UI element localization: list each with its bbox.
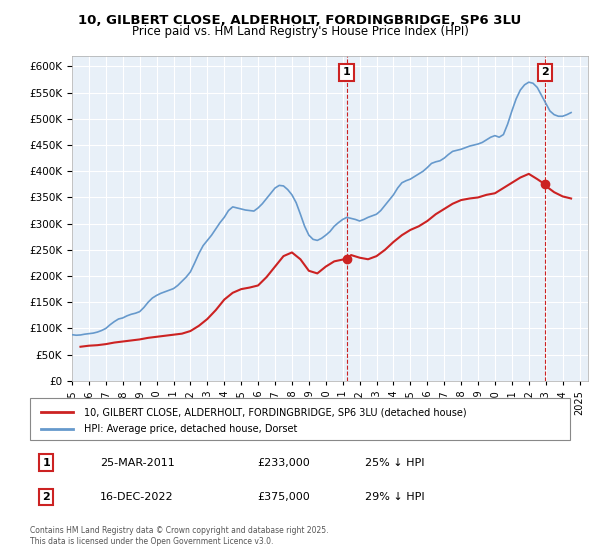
Text: Price paid vs. HM Land Registry's House Price Index (HPI): Price paid vs. HM Land Registry's House …	[131, 25, 469, 38]
Text: HPI: Average price, detached house, Dorset: HPI: Average price, detached house, Dors…	[84, 424, 298, 434]
Text: 2: 2	[43, 492, 50, 502]
Text: £375,000: £375,000	[257, 492, 310, 502]
Text: £233,000: £233,000	[257, 458, 310, 468]
Text: 10, GILBERT CLOSE, ALDERHOLT, FORDINGBRIDGE, SP6 3LU (detached house): 10, GILBERT CLOSE, ALDERHOLT, FORDINGBRI…	[84, 407, 467, 417]
Text: 25-MAR-2011: 25-MAR-2011	[100, 458, 175, 468]
Text: 10, GILBERT CLOSE, ALDERHOLT, FORDINGBRIDGE, SP6 3LU: 10, GILBERT CLOSE, ALDERHOLT, FORDINGBRI…	[79, 14, 521, 27]
Text: Contains HM Land Registry data © Crown copyright and database right 2025.
This d: Contains HM Land Registry data © Crown c…	[30, 526, 329, 546]
Text: 16-DEC-2022: 16-DEC-2022	[100, 492, 174, 502]
FancyBboxPatch shape	[30, 398, 570, 440]
Text: 25% ↓ HPI: 25% ↓ HPI	[365, 458, 424, 468]
Text: 2: 2	[541, 67, 549, 77]
Text: 1: 1	[43, 458, 50, 468]
Text: 29% ↓ HPI: 29% ↓ HPI	[365, 492, 424, 502]
Text: 1: 1	[343, 67, 350, 77]
